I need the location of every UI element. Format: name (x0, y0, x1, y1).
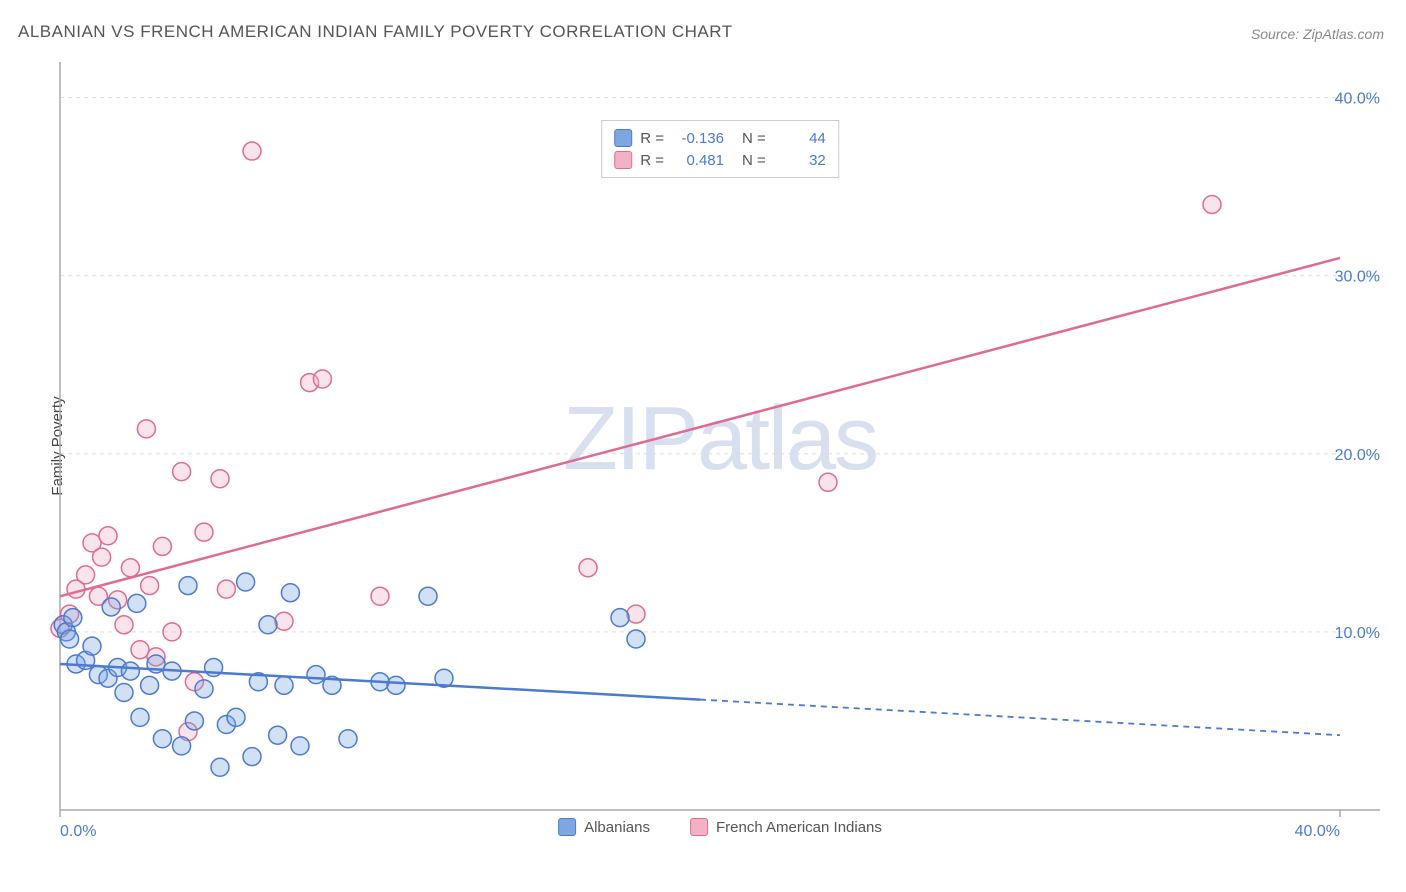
chart-area: ZIPatlas 0.0%40.0%10.0%20.0%30.0%40.0% R… (50, 60, 1390, 840)
swatch-albanians (558, 818, 576, 836)
legend-label-albanians: Albanians (584, 819, 650, 836)
stats-row-albanians: R = -0.136 N = 44 (614, 127, 826, 149)
stats-label-r: R = (640, 152, 664, 169)
stats-label-r: R = (640, 130, 664, 147)
swatch-albanians (614, 129, 632, 147)
legend-item-albanians: Albanians (558, 818, 650, 836)
chart-title: ALBANIAN VS FRENCH AMERICAN INDIAN FAMIL… (18, 22, 733, 42)
legend-label-french: French American Indians (716, 819, 882, 836)
swatch-french (614, 151, 632, 169)
svg-text:10.0%: 10.0% (1335, 625, 1380, 642)
svg-text:40.0%: 40.0% (1295, 823, 1340, 840)
correlation-stats-legend: R = -0.136 N = 44 R = 0.481 N = 32 (601, 120, 839, 178)
svg-text:20.0%: 20.0% (1335, 447, 1380, 464)
svg-text:30.0%: 30.0% (1335, 269, 1380, 286)
series-legend: Albanians French American Indians (558, 818, 882, 836)
stats-value-n-french: 32 (778, 152, 826, 169)
stats-label-n: N = (742, 152, 766, 169)
stats-row-french: R = 0.481 N = 32 (614, 149, 826, 171)
stats-label-n: N = (742, 130, 766, 147)
stats-value-n-albanians: 44 (778, 130, 826, 147)
svg-text:40.0%: 40.0% (1335, 91, 1380, 108)
stats-value-r-albanians: -0.136 (676, 130, 724, 147)
source-attribution: Source: ZipAtlas.com (1251, 26, 1384, 42)
svg-text:0.0%: 0.0% (60, 823, 96, 840)
swatch-french (690, 818, 708, 836)
legend-item-french: French American Indians (690, 818, 882, 836)
stats-value-r-french: 0.481 (676, 152, 724, 169)
